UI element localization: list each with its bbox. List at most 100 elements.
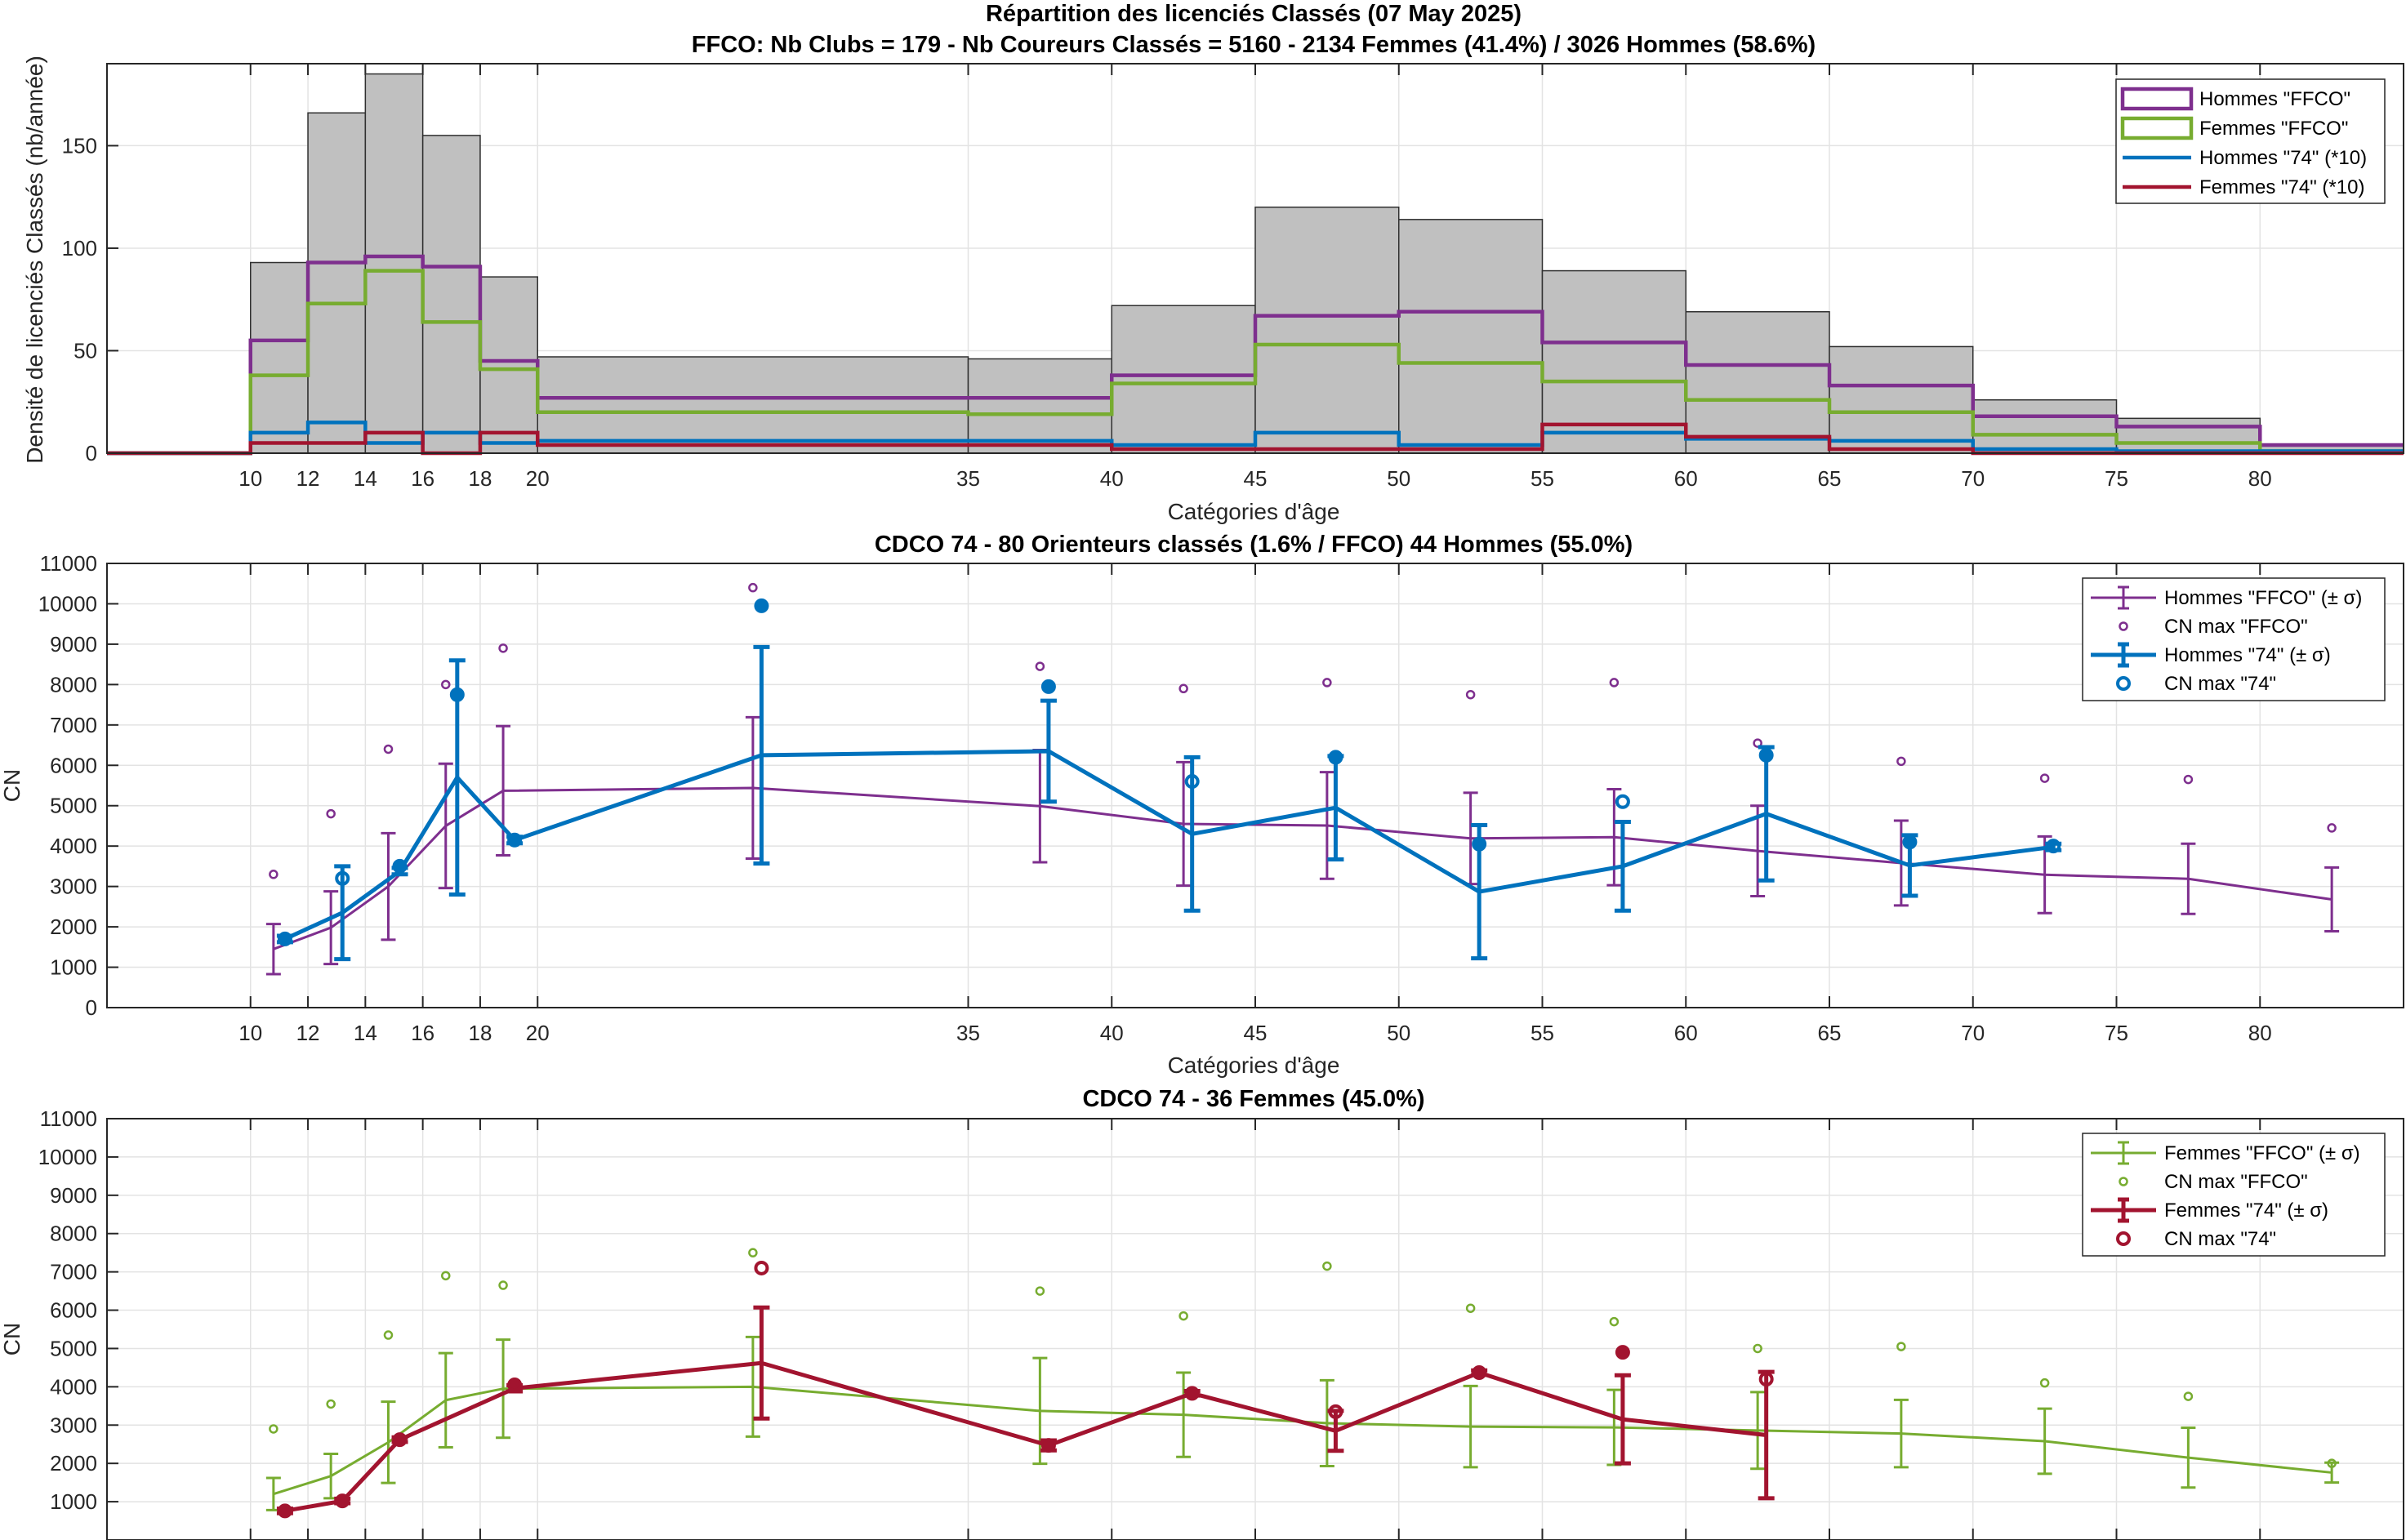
legend-label: Femmes "FFCO" (± σ) — [2164, 1142, 2360, 1164]
ffco-errorbar — [1319, 771, 1334, 880]
dep74-errorbar — [753, 1305, 770, 1421]
y-tick-label: 150 — [62, 133, 97, 158]
x-tick-label: 35 — [956, 1021, 980, 1045]
legend-swatch — [2119, 621, 2128, 631]
cn-max-74-point — [277, 1503, 292, 1519]
legend-label: Femmes "74" (*10) — [2199, 176, 2364, 198]
chart1-title: Répartition des licenciés Classés (07 Ma… — [986, 1, 1522, 27]
hist-bar — [1254, 206, 1400, 454]
chart3-title: CDCO 74 - 36 Femmes (45.0%) — [1082, 1086, 1424, 1112]
cn-max-74-point — [1328, 1404, 1343, 1419]
y-tick-label: 10000 — [38, 1145, 97, 1169]
y-tick-label: 3000 — [50, 875, 97, 899]
legend-label: CN max "FFCO" — [2164, 1171, 2308, 1193]
x-tick-label: 45 — [1244, 466, 1268, 491]
legend-label: Hommes "74" (± σ) — [2164, 644, 2331, 666]
ffco-errorbar — [1893, 1398, 1909, 1469]
cn-max-ffco-point — [748, 582, 758, 593]
chart1-frame — [106, 63, 2404, 454]
y-tick-label: 6000 — [50, 753, 97, 777]
x-tick-label: 18 — [468, 466, 492, 491]
cn-max-ffco-point — [269, 870, 278, 879]
cn-max-ffco-point — [441, 679, 451, 690]
legend-swatch — [2116, 676, 2131, 691]
cn-max-ffco-point — [326, 1399, 336, 1409]
ffco-errorbar — [265, 923, 281, 976]
dep74-errorbar — [753, 644, 770, 866]
legend-swatch — [2120, 116, 2194, 140]
cn-max-ffco-point — [1465, 689, 1476, 700]
hist-bar — [364, 73, 424, 454]
hist-bar — [2115, 417, 2261, 454]
ffco-errorbar — [381, 1400, 396, 1484]
y-tick-label: 6000 — [50, 1298, 97, 1323]
cn-max-ffco-point — [383, 1330, 394, 1340]
x-tick-label: 40 — [1100, 466, 1124, 491]
cn-max-74-point — [449, 687, 465, 702]
legend-swatch — [2120, 87, 2194, 111]
x-tick-label: 75 — [2105, 1021, 2128, 1045]
cn-max-ffco-point — [748, 1248, 758, 1257]
chart1-xlabel: Catégories d'âge — [1168, 499, 1340, 524]
y-tick-label: 5000 — [50, 794, 97, 818]
ffco-errorbar — [323, 890, 339, 966]
cn-max-ffco-point — [1753, 738, 1762, 748]
legend-label: Femmes "74" (± σ) — [2164, 1200, 2328, 1222]
stair-series-4 — [107, 422, 2404, 456]
legend-box — [2115, 78, 2386, 204]
ffco-errorbar — [496, 724, 511, 857]
ffco-line — [273, 786, 2332, 950]
y-tick-label: 50 — [74, 338, 97, 363]
cn-max-ffco-point — [2183, 1391, 2194, 1401]
chart3-legend: Femmes "FFCO" (± σ) CN max "FFCO" Femmes "… — [2082, 1133, 2386, 1257]
cn-max-74-point — [1758, 1371, 1774, 1386]
cn-max-ffco-point — [1322, 1261, 1332, 1271]
ffco-errorbar — [1750, 804, 1766, 898]
ffco-errorbar — [381, 831, 396, 941]
y-tick-label: 8000 — [50, 1222, 97, 1246]
x-tick-label: 16 — [411, 1021, 434, 1045]
cn-max-ffco-point — [269, 1424, 278, 1434]
cn-max-74-point — [392, 858, 408, 874]
cn-max-74-point — [1615, 794, 1630, 809]
cn-max-ffco-point — [1178, 683, 1188, 694]
cn-max-ffco-point — [1035, 1286, 1045, 1296]
dep74-errorbar — [1040, 698, 1057, 804]
cn-max-74-point — [1040, 1438, 1056, 1453]
chart3-marks — [265, 1248, 2340, 1519]
cn-max-ffco-point — [2327, 823, 2337, 833]
hist-bar — [537, 356, 969, 454]
cn-max-ffco-point — [1178, 1311, 1188, 1321]
cn-max-ffco-point — [1896, 1342, 1906, 1351]
x-tick-label: 50 — [1387, 466, 1410, 491]
chart1-legend: Hommes "FFCO" Femmes "FFCO" Hommes "74" (*… — [2115, 78, 2386, 204]
ffco-errorbar — [1463, 1384, 1478, 1469]
y-tick-label: 8000 — [50, 672, 97, 697]
cn-max-ffco-point — [1896, 756, 1906, 767]
x-tick-label: 20 — [526, 1021, 550, 1045]
ffco-errorbar — [1032, 1356, 1048, 1466]
x-tick-label: 70 — [1961, 466, 1985, 491]
hist-bar — [967, 358, 1112, 454]
ffco-errorbar — [1176, 760, 1192, 888]
cn-max-74-point — [392, 1432, 408, 1448]
x-tick-label: 50 — [1387, 1021, 1410, 1045]
dep74-errorbar — [1614, 1373, 1631, 1466]
cn-max-74-point — [1040, 679, 1056, 694]
ffco-errorbar — [745, 1335, 760, 1438]
cn-max-ffco-point — [1322, 678, 1332, 688]
cn-max-ffco-point — [1465, 1303, 1476, 1313]
hist-bar — [1111, 305, 1256, 454]
y-tick-label: 1000 — [50, 955, 97, 980]
y-tick-label: 4000 — [50, 834, 97, 858]
chart2-marks — [265, 582, 2340, 976]
hist-bar — [250, 261, 309, 454]
cn-max-ffco-point — [2039, 773, 2050, 783]
legend-swatch — [2119, 1177, 2128, 1186]
x-tick-label: 60 — [1674, 466, 1698, 491]
ffco-errorbar — [2181, 842, 2196, 915]
cn-max-ffco-point — [1609, 1316, 1620, 1327]
cn-max-ffco-point — [1609, 678, 1620, 688]
y-tick-label: 11000 — [40, 551, 97, 576]
